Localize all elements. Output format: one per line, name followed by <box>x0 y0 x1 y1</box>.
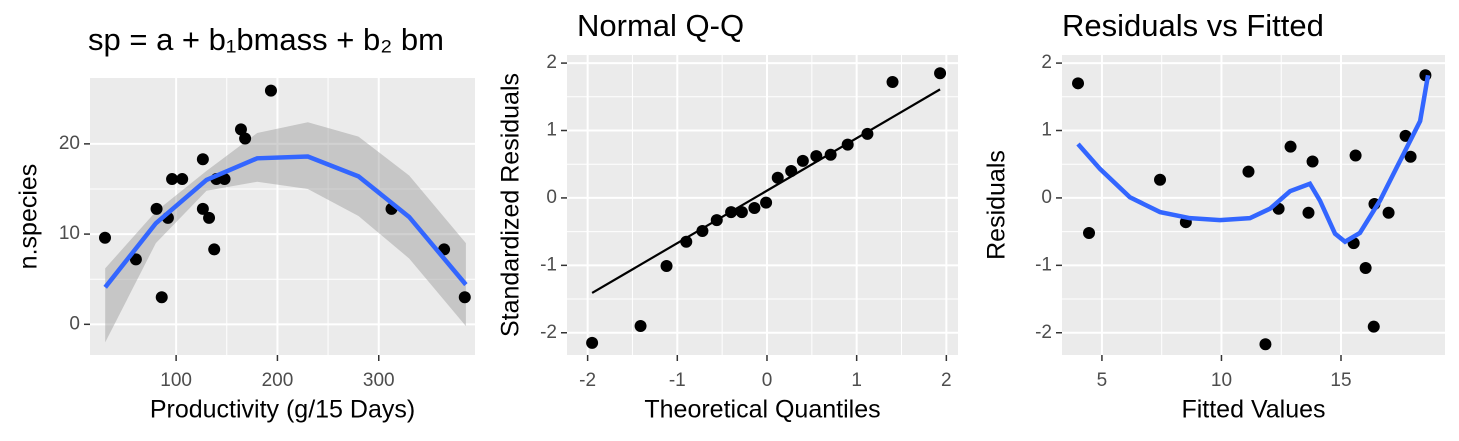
point <box>586 336 599 349</box>
point <box>1083 226 1096 239</box>
point <box>1306 155 1319 168</box>
point <box>196 153 209 166</box>
x-tick-label: -2 <box>579 370 596 391</box>
panel-background <box>1062 55 1445 355</box>
point <box>264 84 277 97</box>
x-tick-label: 0 <box>762 370 773 391</box>
x-tick-label: 5 <box>1097 370 1108 391</box>
point <box>166 173 179 186</box>
y-tick-label: 1 <box>546 120 557 141</box>
point <box>748 202 761 215</box>
point <box>1154 173 1167 186</box>
point <box>155 291 168 304</box>
x-tick-label: 1 <box>851 370 862 391</box>
point <box>1259 338 1272 351</box>
x-tick-label: 100 <box>160 370 192 391</box>
point <box>129 253 142 266</box>
x-axis-title: Theoretical Quantiles <box>644 396 880 424</box>
y-axis-title: Standardized Residuals <box>497 73 525 337</box>
y-tick-label: 2 <box>546 52 557 73</box>
y-tick-label: 0 <box>69 313 80 334</box>
x-tick-label: 15 <box>1330 370 1351 391</box>
chart-title: sp = a + b₁bmass + b₂ bm <box>88 22 444 57</box>
x-tick-label: -1 <box>669 370 686 391</box>
y-tick-label: 0 <box>1041 187 1052 208</box>
fit-line <box>591 88 941 294</box>
y-tick-label: -2 <box>540 322 557 343</box>
y-tick-label: -1 <box>1035 254 1052 275</box>
y-tick-label: 20 <box>59 133 80 154</box>
y-tick-label: 1 <box>1041 120 1052 141</box>
point <box>150 202 163 215</box>
plot-area <box>1072 69 1432 351</box>
y-tick-label: 0 <box>546 187 557 208</box>
x-axis-title: Fitted Values <box>1181 396 1325 424</box>
point <box>203 211 216 224</box>
point <box>934 67 947 80</box>
plot-area <box>586 67 947 349</box>
point <box>660 260 673 273</box>
point <box>1302 206 1315 219</box>
point <box>1284 140 1297 153</box>
x-tick-label: 200 <box>262 370 294 391</box>
point <box>771 171 784 184</box>
point <box>1404 150 1417 163</box>
panel: 5 10 15 -2 -1 0 1 2 Residuals vs Fitted Fitted Va… <box>983 8 1445 424</box>
y-tick-label: 10 <box>59 223 80 244</box>
x-axis-title: Productivity (g/15 Days) <box>150 396 415 424</box>
fit-line <box>103 154 468 289</box>
point <box>735 206 748 219</box>
plot-area <box>98 84 471 343</box>
fit-line <box>1076 74 1431 245</box>
y-tick-label: 2 <box>1041 52 1052 73</box>
x-tick-label: 10 <box>1211 370 1232 391</box>
point <box>218 173 231 186</box>
y-axis-title: Residuals <box>983 150 1011 260</box>
point <box>1399 129 1412 142</box>
panel: 100 200 300 0 10 20 sp = a + b₁bmass + b₂ bm Pr… <box>15 22 475 424</box>
point <box>1242 165 1255 178</box>
point <box>1382 206 1395 219</box>
point <box>239 132 252 145</box>
point <box>696 224 709 237</box>
point <box>760 196 773 209</box>
point <box>176 173 189 186</box>
point <box>98 231 111 244</box>
y-tick-label: -2 <box>1035 322 1052 343</box>
point <box>208 243 221 256</box>
point <box>1349 149 1362 162</box>
point <box>196 202 209 215</box>
y-axis-title: n.species <box>15 164 43 270</box>
y-tick-label: -1 <box>540 254 557 275</box>
chart-title: Normal Q-Q <box>577 8 744 43</box>
point <box>634 320 647 333</box>
point <box>886 75 899 88</box>
chart-title: Residuals vs Fitted <box>1062 8 1324 43</box>
x-tick-label: 2 <box>941 370 952 391</box>
point <box>1072 77 1085 90</box>
x-tick-label: 300 <box>363 370 395 391</box>
panel: -2 -1 0 1 2 -2 -1 0 1 2 Normal Q-Q Theoretical Quan… <box>497 8 958 424</box>
point <box>1359 262 1372 275</box>
point <box>458 291 471 304</box>
point <box>234 123 247 136</box>
point <box>1367 320 1380 333</box>
point <box>796 154 809 167</box>
confidence-band <box>105 122 466 343</box>
